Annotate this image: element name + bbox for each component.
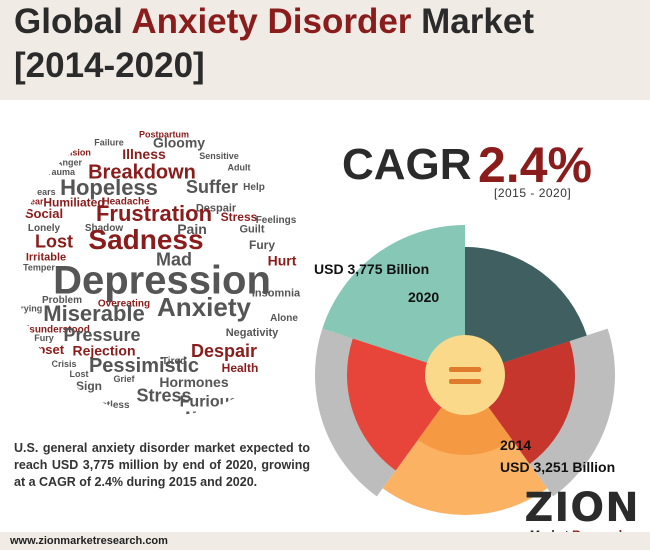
cloud-word: Lonely bbox=[28, 223, 61, 234]
cloud-word: Fury bbox=[34, 333, 54, 343]
cloud-word: Failure bbox=[94, 138, 124, 148]
page-subtitle: [2014-2020] bbox=[14, 46, 205, 85]
cloud-word: Upset bbox=[28, 342, 65, 357]
cagr-value: 2.4% bbox=[478, 137, 592, 193]
cloud-word: Pain bbox=[177, 221, 207, 237]
cloud-word: Frustration bbox=[96, 201, 212, 226]
cloud-word: Hormones bbox=[159, 374, 228, 390]
cloud-word: Despair bbox=[191, 341, 257, 361]
cloud-word: Sensitive bbox=[199, 151, 239, 161]
cloud-word: Anger bbox=[56, 157, 83, 167]
cloud-word: Illness bbox=[122, 146, 166, 162]
cloud-word: Grief bbox=[113, 374, 135, 384]
cloud-word: Crisis bbox=[51, 359, 76, 369]
equals-icon bbox=[449, 367, 481, 372]
title-part1: Global bbox=[14, 2, 132, 41]
cloud-word: Rejection bbox=[72, 343, 135, 359]
cloud-word: Health bbox=[222, 361, 259, 375]
logo-word: ZION bbox=[524, 485, 640, 531]
cloud-word: Negativity bbox=[226, 327, 279, 339]
label-2014-value: USD 3,251 Billion bbox=[500, 459, 615, 475]
cloud-word: Adult bbox=[228, 162, 251, 172]
word-cloud: Postpartum Failure Gloomy Tension Illness Sen… bbox=[14, 120, 312, 418]
header-band: Global Anxiety Disorder Market [2014-202… bbox=[0, 0, 650, 100]
cloud-word: Fear bbox=[24, 197, 44, 207]
cloud-word: Mood bbox=[185, 408, 222, 418]
cloud-word: Tears bbox=[32, 187, 55, 197]
cloud-word: Lost bbox=[70, 369, 89, 379]
cloud-word: Depression bbox=[53, 258, 271, 302]
cloud-word: Social bbox=[25, 206, 63, 221]
label-2020-year: 2020 bbox=[408, 289, 439, 305]
cloud-word: Problem bbox=[42, 295, 82, 306]
cloud-word: Overeating bbox=[98, 298, 150, 309]
cloud-word: Feelings bbox=[256, 215, 297, 226]
cloud-word: Alone bbox=[270, 313, 298, 324]
label-2020-value: USD 3,775 Billion bbox=[314, 261, 429, 277]
cloud-word: Shadow bbox=[85, 223, 124, 234]
cagr-period: [2015 - 2020] bbox=[494, 186, 572, 200]
pie-slice-2020 bbox=[322, 225, 465, 375]
market-description: U.S. general anxiety disorder market exp… bbox=[14, 441, 310, 489]
cloud-word: Headache bbox=[102, 197, 150, 208]
equals-icon-bar bbox=[449, 379, 481, 384]
cloud-word: Temper bbox=[23, 262, 55, 272]
cloud-word: Stress bbox=[221, 210, 258, 224]
page-title: Global Anxiety Disorder Market bbox=[14, 2, 534, 42]
cloud-word: Gloomy bbox=[153, 134, 205, 150]
cagr-label: CAGR bbox=[342, 140, 472, 189]
cloud-word: Humiliated bbox=[43, 195, 104, 209]
cloud-word: Help bbox=[243, 182, 265, 193]
cloud-word: Hopeless bbox=[60, 175, 158, 200]
cloud-word: Lost bbox=[35, 231, 73, 251]
cloud-word: Breakdown bbox=[88, 161, 196, 183]
footer-url[interactable]: www.zionmarketresearch.com bbox=[10, 535, 168, 547]
cloud-word: Crying bbox=[14, 303, 42, 313]
footer-band: www.zionmarketresearch.com bbox=[0, 532, 650, 550]
cloud-word: Postpartum bbox=[139, 129, 189, 139]
cloud-word: Hurt bbox=[268, 252, 297, 268]
cloud-word: Fury bbox=[249, 238, 275, 252]
cloud-word: Tired bbox=[162, 356, 186, 367]
cloud-word: Despair bbox=[196, 202, 237, 214]
cloud-word: Miserable bbox=[43, 301, 145, 326]
cloud-word: Insomnia bbox=[252, 288, 301, 300]
title-part2: Market bbox=[411, 2, 534, 41]
cloud-word: Sadness bbox=[88, 224, 203, 255]
title-accent: Anxiety Disorder bbox=[131, 2, 412, 41]
pie-center bbox=[425, 335, 505, 415]
market-pie-chart: USD 3,775 Billion 2020 2014 USD 3,251 Billi… bbox=[314, 225, 615, 515]
label-2014-year: 2014 bbox=[500, 437, 531, 453]
cloud-word: Pessimistic bbox=[89, 355, 199, 377]
cloud-word: Trauma bbox=[43, 167, 76, 177]
cloud-word: Irritable bbox=[26, 251, 66, 263]
cloud-word: Pressure bbox=[63, 325, 140, 345]
cloud-word: Misunderstood bbox=[18, 325, 90, 336]
cloud-word: Restless bbox=[88, 400, 130, 411]
cloud-word: Tension bbox=[57, 148, 91, 158]
cloud-word: Guilt bbox=[239, 224, 264, 236]
cloud-word: Stress bbox=[136, 386, 191, 406]
cloud-word: Mad bbox=[156, 249, 192, 269]
pie-slice bbox=[465, 247, 587, 375]
cloud-word: Sign bbox=[76, 379, 102, 393]
cloud-word: Anxiety bbox=[157, 292, 251, 322]
cloud-word: Suffer bbox=[186, 177, 238, 197]
